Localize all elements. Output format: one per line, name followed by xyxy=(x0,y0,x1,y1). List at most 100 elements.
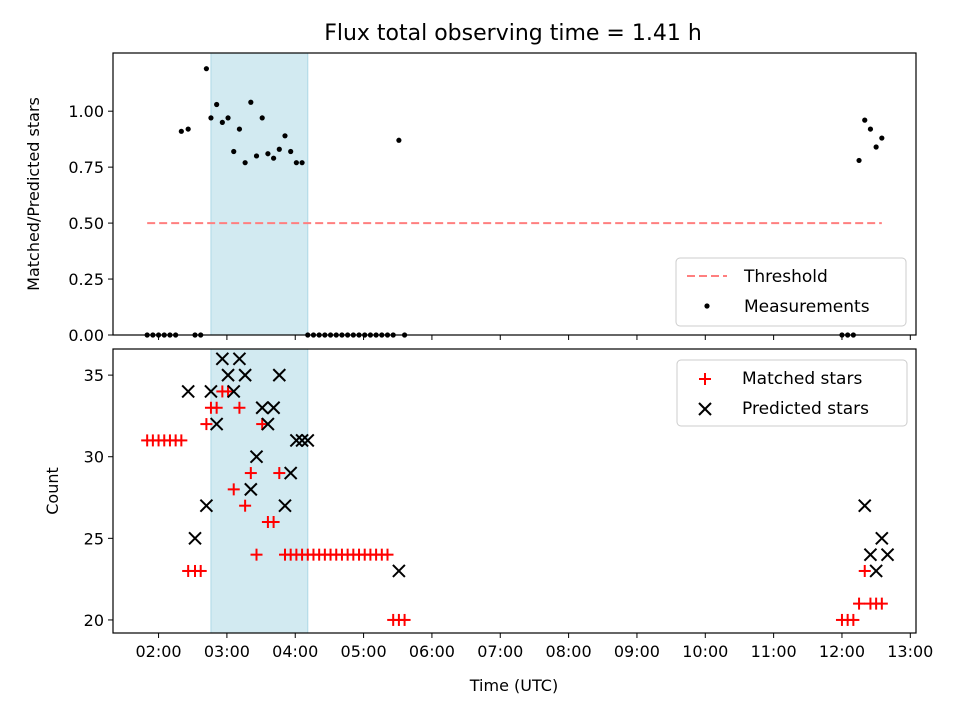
x-tick-label: 10:00 xyxy=(682,642,728,661)
predicted-star-point xyxy=(181,384,195,399)
matched-star-point xyxy=(239,499,252,512)
measurement-point xyxy=(873,144,879,150)
predicted-star-point xyxy=(301,433,315,448)
predicted-star-point xyxy=(244,482,258,497)
predicted-star-point xyxy=(255,401,269,415)
predicted-star-point xyxy=(880,547,895,562)
x-tick-label: 11:00 xyxy=(751,642,797,661)
count-legend: Matched stars Predicted stars xyxy=(676,359,908,427)
x-tick-label: 13:00 xyxy=(887,642,933,661)
matched-star-point xyxy=(210,401,223,414)
ratio-y-tick-label: 1.00 xyxy=(68,102,104,121)
ratio-plot-area xyxy=(144,66,885,338)
chart-title: Flux total observing time = 1.41 h xyxy=(324,21,702,46)
matched-star-point xyxy=(233,401,246,414)
measurement-point xyxy=(259,115,265,121)
count-y-tick-label: 35 xyxy=(84,366,104,385)
count-axes-frame xyxy=(112,348,917,634)
ratio-panel: 0.00 0.25 0.50 0.75 1.00 Matched/Predicted s… xyxy=(24,52,917,345)
x-axis-label: Time (UTC) xyxy=(469,676,558,695)
predicted-star-point xyxy=(863,547,878,562)
measurements-legend-marker xyxy=(704,303,710,309)
threshold-legend-label: Threshold xyxy=(743,267,828,287)
ratio-y-label: Matched/Predicted stars xyxy=(24,97,43,291)
matched-star-point xyxy=(222,385,235,398)
measurement-point xyxy=(299,160,305,166)
x-tick-label: 04:00 xyxy=(272,642,318,661)
matched-legend-marker xyxy=(699,373,711,385)
count-y-axis: 20 25 30 35 xyxy=(84,366,113,630)
matched-star-point xyxy=(200,418,213,431)
count-plot-area xyxy=(141,352,895,626)
measurement-point xyxy=(178,128,184,134)
predicted-star-point xyxy=(261,417,275,431)
matched-star-point xyxy=(256,418,269,431)
ratio-y-tick-label: 0.75 xyxy=(68,158,104,177)
predicted-star-point xyxy=(272,368,287,382)
predicted-star-point xyxy=(204,384,218,399)
ratio-y-tick-label: 0.25 xyxy=(68,270,104,289)
measurement-point xyxy=(271,155,277,161)
predicted-star-point xyxy=(289,433,304,448)
x-tick-label: 03:00 xyxy=(204,642,250,661)
matched-star-point xyxy=(847,613,860,626)
measurement-point xyxy=(185,126,191,132)
x-tick-label: 08:00 xyxy=(546,642,592,661)
ratio-y-axis: 0.00 0.25 0.50 0.75 1.00 xyxy=(68,102,113,345)
measurement-point xyxy=(856,157,862,164)
x-tick-label: 05:00 xyxy=(341,642,387,661)
count-y-tick-label: 20 xyxy=(84,611,104,630)
predicted-star-point xyxy=(392,564,406,578)
measurement-point xyxy=(225,115,231,121)
measurement-point xyxy=(219,119,225,125)
count-y-tick-label: 30 xyxy=(84,448,104,467)
matched-star-point xyxy=(398,613,411,626)
measurement-point xyxy=(208,115,214,121)
measurement-point xyxy=(879,135,885,141)
x-tick-label: 02:00 xyxy=(136,642,182,661)
matched-star-point xyxy=(381,548,394,561)
ratio-legend: Threshold Measurements xyxy=(675,257,907,327)
predicted-star-point xyxy=(232,352,247,366)
measurement-point xyxy=(253,153,260,159)
measurement-point xyxy=(265,151,271,157)
x-tick-label: 06:00 xyxy=(409,642,455,661)
predicted-legend-label: Predicted stars xyxy=(742,399,869,419)
measurement-point xyxy=(276,146,282,152)
predicted-star-point xyxy=(869,564,883,578)
count-y-tick-label: 25 xyxy=(84,529,104,548)
predicted-star-point xyxy=(199,498,214,513)
matched-legend-label: Matched stars xyxy=(742,369,862,389)
predicted-star-point xyxy=(295,433,309,448)
matched-star-point xyxy=(267,516,280,529)
predicted-star-point xyxy=(278,498,292,513)
measurement-point xyxy=(396,137,402,143)
ratio-y-tick-label: 0.50 xyxy=(68,214,104,233)
ratio-x-axis xyxy=(158,335,911,340)
predicted-star-point xyxy=(266,401,281,415)
x-tick-label: 07:00 xyxy=(477,642,523,661)
matched-star-point xyxy=(250,548,263,561)
measurement-point xyxy=(282,133,288,139)
measurement-point xyxy=(231,148,237,155)
measurement-point xyxy=(203,66,209,72)
predicted-star-point xyxy=(227,384,241,399)
matched-star-point xyxy=(227,483,240,496)
predicted-star-point xyxy=(215,352,230,366)
count-x-axis: 02:00 03:00 04:00 05:00 06:00 07:00 08:00 09:00… xyxy=(136,633,933,661)
predicted-star-point xyxy=(249,450,264,464)
matched-star-point xyxy=(273,467,286,480)
measurement-point xyxy=(214,101,220,108)
predicted-star-point xyxy=(858,498,872,513)
predicted-star-point xyxy=(188,531,202,546)
predicted-star-point xyxy=(283,466,298,480)
predicted-star-point xyxy=(238,368,252,382)
measurement-point xyxy=(248,99,254,105)
matched-star-point xyxy=(875,597,888,610)
predicted-star-point xyxy=(875,531,889,546)
measurement-point xyxy=(288,148,294,155)
matched-star-point xyxy=(175,434,188,447)
measurement-point xyxy=(236,126,243,132)
x-tick-label: 09:00 xyxy=(614,642,660,661)
